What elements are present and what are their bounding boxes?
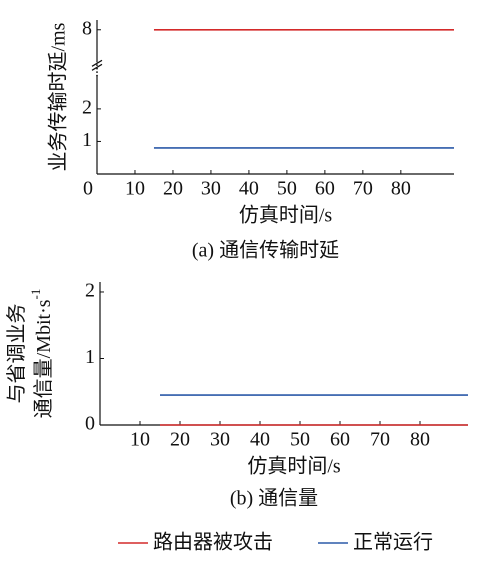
x-axis-label: 仿真时间/s [239,204,333,227]
legend-label: 路由器被攻击 [153,531,273,554]
y-tick-label: 1 [82,129,92,151]
x-tick-label: 80 [391,178,411,200]
y-axis-label: 通信量/Mbit·s-1 [28,289,55,419]
legend-label: 正常运行 [353,531,433,554]
x-tick-label: 40 [239,178,259,200]
y-axis-label-text: 与省调业务 [5,304,28,404]
x-tick-label: 20 [163,178,183,200]
x-tick-label: 50 [277,178,297,200]
y-tick-label: 8 [82,17,92,39]
y-tick-label: 1 [85,346,95,368]
x-tick-label: 10 [125,178,145,200]
caption: (a) 通信传输时延 [192,239,339,262]
x-axis-label: 仿真时间/s [247,455,341,478]
break-mark [91,63,103,71]
break-mark [91,59,103,67]
y-axis-label: 业务传输时延/ms [47,22,70,171]
caption: (b) 通信量 [230,487,318,510]
y-axis-label: 与省调业务 [5,304,28,404]
x-tick-label: 30 [210,429,230,451]
x-tick-label: 60 [330,429,350,451]
y-tick-label: 2 [82,96,92,118]
x-tick-label: 80 [410,429,430,451]
x-tick-label: 30 [201,178,221,200]
x-tick-label: 20 [170,429,190,451]
x-tick-label: 10 [130,429,150,451]
x-tick-label: 40 [250,429,270,451]
y-tick-label: 0 [85,413,95,435]
x-tick-label: 0 [83,178,93,200]
x-tick-label: 70 [353,178,373,200]
x-tick-label: 60 [315,178,335,200]
y-tick-label: 2 [85,280,95,302]
y-axis-label-sup: -1 [28,289,43,300]
y-axis-label-text: 通信量/Mbit·s [32,299,55,418]
x-tick-label: 50 [290,429,310,451]
x-tick-label: 70 [370,429,390,451]
